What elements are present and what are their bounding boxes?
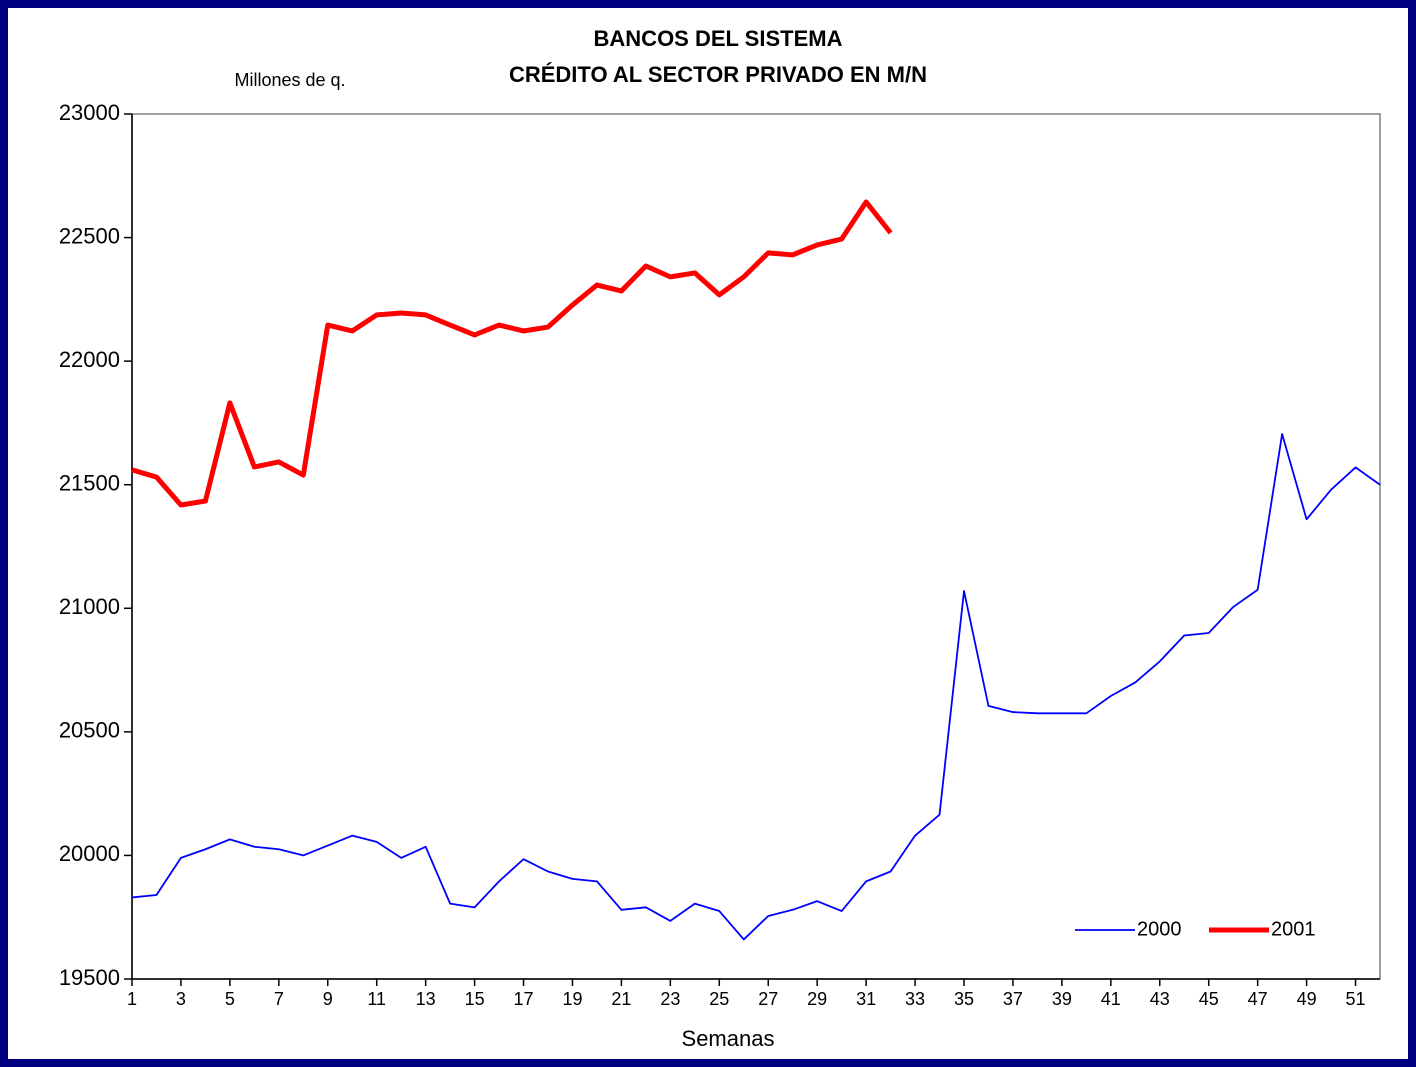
series-line: [131, 199, 893, 508]
x-tick-label: 51: [1346, 989, 1366, 1009]
x-tick-label: 35: [954, 989, 974, 1009]
y-tick-label: 20500: [59, 718, 120, 743]
x-tick-label: 21: [611, 989, 631, 1009]
x-tick-label: 27: [758, 989, 778, 1009]
x-tick-label: 33: [905, 989, 925, 1009]
y-tick-label: 20000: [59, 841, 120, 866]
x-tick-label: 17: [514, 989, 534, 1009]
legend-label: 2000: [1137, 918, 1182, 940]
x-tick-label: 9: [323, 989, 333, 1009]
x-tick-label: 25: [709, 989, 729, 1009]
x-tick-label: 11: [367, 989, 386, 1009]
x-tick-label: 45: [1199, 989, 1219, 1009]
x-tick-label: 49: [1297, 989, 1317, 1009]
x-tick-label: 19: [562, 989, 582, 1009]
x-tick-label: 29: [807, 989, 827, 1009]
x-tick-label: 5: [225, 989, 235, 1009]
panel: [8, 8, 1408, 1059]
y-tick-label: 22000: [59, 347, 120, 372]
x-tick-label: 39: [1052, 989, 1072, 1009]
series-line: [131, 433, 1381, 941]
y-tick-label: 21500: [59, 471, 120, 496]
y-tick-label: 22500: [59, 223, 120, 248]
x-tick-label: 41: [1101, 989, 1121, 1009]
legend-label: 2001: [1271, 918, 1316, 940]
x-tick-label: 43: [1150, 989, 1170, 1009]
x-tick-label: 3: [176, 989, 186, 1009]
x-tick-label: 31: [856, 989, 876, 1009]
x-tick-label: 15: [465, 989, 485, 1009]
y-tick-label: 23000: [59, 100, 120, 125]
x-tick-label: 1: [127, 989, 137, 1009]
x-tick-label: 7: [274, 989, 284, 1009]
y-tick-label: 21000: [59, 594, 120, 619]
chart-title: BANCOS DEL SISTEMA: [594, 26, 843, 51]
y-axis-label: Millones de q.: [234, 70, 345, 90]
y-tick-label: 19500: [59, 965, 120, 990]
x-tick-label: 37: [1003, 989, 1023, 1009]
x-tick-label: 47: [1248, 989, 1268, 1009]
chart-subtitle: CRÉDITO AL SECTOR PRIVADO EN M/N: [509, 62, 927, 87]
x-tick-label: 13: [416, 989, 436, 1009]
x-axis-label: Semanas: [682, 1026, 775, 1051]
x-tick-label: 23: [660, 989, 680, 1009]
